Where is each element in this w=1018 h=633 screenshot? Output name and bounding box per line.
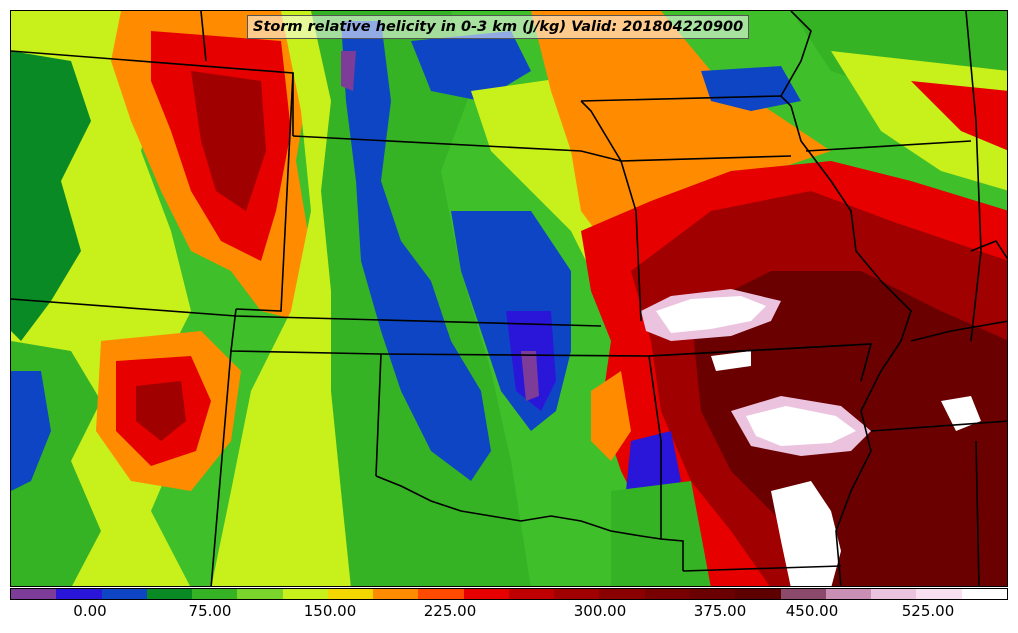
colorbar-segment — [599, 589, 645, 599]
colorbar-segment — [961, 589, 1007, 599]
field-sw-darkred-lobe — [136, 381, 186, 441]
colorbar-segment — [916, 589, 962, 599]
field-east-orange-streak — [591, 371, 631, 461]
colorbar-tick-label: 225.00 — [423, 602, 477, 620]
colorbar-segment — [101, 589, 147, 599]
boundary-il-in — [965, 11, 982, 342]
colorbar-tick-label: 300.00 — [573, 602, 627, 620]
colorbar-tick-label: 450.00 — [785, 602, 839, 620]
field-east-orange — [531, 11, 831, 251]
boundary-lake-shore — [970, 240, 1007, 260]
colorbar-segment — [644, 589, 690, 599]
field-west-blue — [11, 371, 51, 491]
field-ne-yellow — [831, 51, 1007, 191]
field-central-blue — [341, 21, 491, 481]
colorbar-tick-label: 375.00 — [693, 602, 747, 620]
colorbar-tick-label: 150.00 — [303, 602, 357, 620]
field-white-blob-5 — [711, 351, 751, 371]
field-ne-blue — [701, 66, 801, 111]
colorbar-segment — [418, 589, 464, 599]
colorbar-segment — [282, 589, 328, 599]
field-ne-red — [911, 81, 1007, 151]
colorbar-segment — [871, 589, 917, 599]
colorbar-segment — [554, 589, 600, 599]
boundary-nm-tx — [210, 350, 232, 586]
boundary-ne-sd — [200, 11, 207, 62]
boundary-wi-il — [805, 140, 972, 152]
colorbar-ticks: 0.00 75.00 150.00 225.00 300.00 375.00 450.00 5… — [10, 602, 1008, 624]
colorbar-segment — [463, 589, 509, 599]
boundary-ks-north — [292, 135, 622, 162]
field-north-purple — [341, 51, 356, 91]
boundary-ok-tx-west — [375, 353, 382, 477]
colorbar-segment — [146, 589, 193, 599]
boundary-ar-la — [682, 565, 842, 572]
field-white-blob-3 — [771, 481, 841, 586]
colorbar-segment — [780, 589, 826, 599]
boundary-mississippi — [790, 105, 912, 586]
colorbar-segment — [508, 589, 555, 599]
field-white-blob-2-core — [746, 406, 856, 446]
boundary-ky-tn — [870, 420, 1007, 432]
colorbar-segment — [689, 589, 736, 599]
boundary-co-nm — [11, 298, 602, 327]
colorbar-segment — [735, 589, 781, 599]
boundary-ohio-river — [910, 320, 1007, 342]
helicity-map — [11, 11, 1007, 586]
boundary-ms-al — [975, 440, 980, 586]
colorbar — [10, 588, 1008, 600]
colorbar-segment — [237, 589, 283, 599]
colorbar-tick-label: 0.00 — [73, 602, 107, 620]
state-boundaries — [11, 11, 1007, 586]
boundary-co-ks-west — [235, 72, 294, 312]
field-north-blue — [411, 31, 531, 101]
map-title: Storm relative helicity in 0-3 km (J/kg)… — [247, 15, 750, 39]
colorbar-segment — [192, 589, 238, 599]
boundary-mo-ar — [648, 343, 873, 382]
colorbar-segment — [56, 589, 102, 599]
colorbar-segment — [373, 589, 419, 599]
field-west-green — [11, 51, 91, 341]
boundary-red-river — [375, 475, 662, 540]
field-white-blob-4 — [941, 396, 981, 431]
boundary-ok-ar — [648, 355, 684, 571]
map-panel — [10, 10, 1008, 587]
boundary-mn-wi — [780, 11, 812, 97]
field-central-purple — [521, 351, 539, 401]
field-white-blob-1-core — [656, 296, 766, 333]
colorbar-segment — [825, 589, 872, 599]
colorbar-segment — [11, 589, 57, 599]
field-west-darkred-lobe — [191, 71, 266, 211]
colorbar-segment — [327, 589, 374, 599]
boundary-ne-ia — [580, 100, 642, 322]
colorbar-tick-label: 75.00 — [188, 602, 232, 620]
colorbar-tick-label: 525.00 — [901, 602, 955, 620]
boundary-mo-ia — [620, 155, 792, 162]
